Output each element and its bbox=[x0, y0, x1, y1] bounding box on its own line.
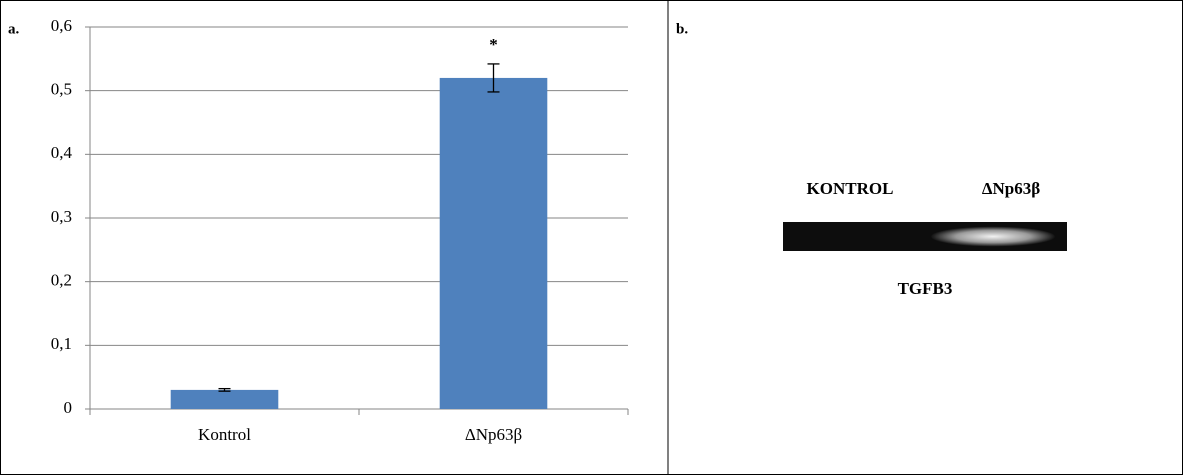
y-tick-label: 0,2 bbox=[51, 271, 72, 290]
y-tick-label: 0,3 bbox=[51, 207, 72, 226]
figure: a. b. KONTROL ΔNp63β TGFB3 0 0,1 0,2 0,3 0,4… bbox=[0, 0, 1183, 475]
gel-band bbox=[931, 227, 1055, 247]
y-tick-label: 0,4 bbox=[51, 143, 73, 162]
lane-label: ΔNp63β bbox=[982, 179, 1040, 198]
x-tick-label: Kontrol bbox=[198, 425, 251, 444]
chart: a. b. KONTROL ΔNp63β TGFB3 0 0,1 0,2 0,3 0,4… bbox=[0, 0, 1183, 475]
panel-label: b. bbox=[676, 21, 688, 37]
y-tick-label: 0,1 bbox=[51, 334, 72, 353]
panel-label: a. bbox=[8, 21, 20, 37]
bar bbox=[171, 390, 279, 409]
annotation: * bbox=[489, 35, 498, 54]
y-tick-label: 0,6 bbox=[51, 16, 72, 35]
gene-label: TGFB3 bbox=[898, 279, 953, 298]
y-tick-label: 0 bbox=[64, 398, 73, 417]
x-tick-label: ΔNp63β bbox=[465, 425, 522, 444]
bar bbox=[440, 78, 548, 409]
y-tick-label: 0,5 bbox=[51, 80, 72, 99]
lane-label: KONTROL bbox=[807, 179, 894, 198]
